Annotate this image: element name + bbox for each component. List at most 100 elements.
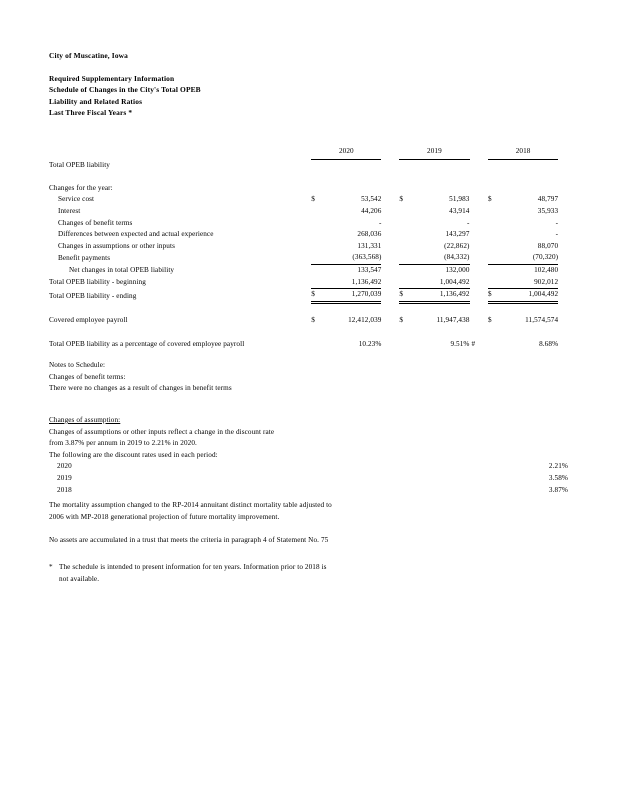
table-row: Changes in assumptions or other inputs 1…: [49, 241, 569, 253]
pad-1: [381, 264, 399, 276]
percentage-2018: 8.68%: [539, 339, 559, 348]
pad-1: [381, 252, 399, 264]
notes-heading: Notes to Schedule:: [49, 361, 106, 369]
value-2019: 132,000: [410, 263, 470, 277]
pad-2: [470, 315, 489, 327]
percentage-marker: #: [471, 339, 476, 348]
entity-name: City of Muscatine, Iowa: [49, 51, 128, 60]
value-2019: 1,136,492: [410, 288, 470, 304]
table-row-beginning: Total OPEB liability - beginning 1,136,4…: [49, 277, 569, 289]
pad-3: [558, 315, 569, 327]
section-heading-spacer: [311, 159, 569, 171]
value-2020: 53,542: [361, 195, 382, 204]
footnote-star: *: [49, 563, 53, 571]
value-2018: -: [555, 230, 559, 239]
value-2019: 43,914: [449, 206, 470, 215]
value-2020: 268,036: [357, 230, 382, 239]
currency-2019: [399, 277, 410, 289]
currency-2019: [399, 229, 410, 241]
pad-2: [470, 264, 489, 276]
discount-rate-year: 2019: [57, 473, 72, 482]
pad-3: [558, 229, 569, 241]
pad-2: [470, 218, 489, 230]
assumption-line-2: from 3.87% per annum in 2019 to 2.21% in…: [49, 439, 197, 448]
spacer-row-1: [49, 171, 569, 183]
pad-1: [381, 206, 399, 218]
percentage-currency-blank-2: [399, 339, 410, 351]
title-line-3: Liability and Related Ratios: [49, 96, 143, 106]
table-row: Benefit payments (363,568) (84,332) (70,…: [49, 252, 569, 264]
header-gap-2: [470, 146, 489, 159]
discount-rate-row: 2020 2.21%: [49, 461, 569, 473]
currency-2020: $: [311, 288, 323, 304]
value-2020: 44,206: [361, 206, 382, 215]
value-2018: 902,012: [534, 277, 559, 286]
assumption-line-3: The following are the discount rates use…: [49, 450, 218, 459]
benefit-terms-text: There were no changes as a result of cha…: [49, 384, 232, 393]
pad-1: [381, 194, 399, 206]
header-blank: [49, 146, 311, 159]
pad-3: [558, 289, 569, 303]
pad-1: [381, 277, 399, 289]
currency-2020: [311, 252, 322, 264]
currency-2019: [399, 241, 410, 253]
pad-2: [470, 277, 489, 289]
pad-3: [558, 277, 569, 289]
discount-rate-value: 3.58%: [548, 473, 568, 482]
row-label: Covered employee payroll: [49, 316, 128, 325]
value-2020: 1,270,039: [322, 288, 382, 304]
table-header-row: 2020 2019 2018: [49, 146, 569, 160]
changes-heading-spacer: [311, 183, 569, 195]
discount-rate-year: 2018: [57, 485, 72, 494]
header-gap: [49, 62, 201, 73]
percentage-currency-blank: [311, 339, 322, 351]
currency-2020: [311, 206, 322, 218]
currency-2018: $: [488, 316, 492, 325]
assets-text: No assets are accumulated in a trust tha…: [49, 536, 329, 544]
pad-3: [558, 206, 569, 218]
assumption-heading: Changes of assumption:: [49, 416, 121, 424]
benefit-terms-heading: Changes of benefit terms:: [49, 372, 126, 381]
pad-2: [470, 289, 489, 303]
value-2018: 11,574,574: [525, 316, 559, 325]
percentage-currency-blank-3: [488, 339, 499, 351]
discount-rate-row: 2018 3.87%: [49, 485, 569, 497]
value-2018: 1,004,492: [499, 288, 559, 304]
document-header: City of Muscatine, Iowa Required Supplem…: [49, 50, 201, 119]
pad-1: [381, 315, 399, 327]
row-label: Total OPEB liability as a percentage of …: [49, 339, 245, 348]
table-row: Interest 44,206 43,914 35,933: [49, 206, 569, 218]
section-heading-label: Total OPEB liability: [49, 160, 110, 169]
row-label: Interest: [58, 206, 81, 215]
header-gap-3: [558, 146, 569, 159]
pad-3: [558, 241, 569, 253]
table-row-net-changes: Net changes in total OPEB liability 133,…: [49, 263, 569, 277]
pad-1: [381, 241, 399, 253]
pad-2: [470, 194, 489, 206]
value-2019: 1,004,492: [439, 277, 470, 286]
column-header-2018: 2018: [488, 146, 559, 160]
currency-2018: [488, 277, 499, 289]
pad-1: [381, 289, 399, 303]
currency-2019: [399, 218, 410, 230]
column-header-2020: 2020: [311, 146, 382, 160]
value-2019: 11,947,438: [436, 316, 470, 325]
pad-2: [470, 252, 489, 264]
currency-2018: [488, 252, 499, 264]
pad-2: [470, 229, 489, 241]
value-2020: (363,568): [352, 253, 382, 262]
table-row: Service cost $ 53,542 $ 51,983 $ 48,797: [49, 194, 569, 206]
assumption-line-1: Changes of assumptions or other inputs r…: [49, 427, 275, 436]
discount-rate-year: 2020: [57, 462, 72, 471]
spacer-row-3: [49, 327, 569, 339]
header-gap-1: [381, 146, 399, 159]
currency-2018: $: [488, 195, 492, 204]
pad-2: [470, 206, 489, 218]
currency-2019: $: [399, 316, 404, 325]
currency-2020: [311, 263, 323, 277]
table-row-ending: Total OPEB liability - ending $ 1,270,03…: [49, 288, 569, 304]
currency-2019: [399, 252, 410, 264]
value-2020: 133,547: [322, 263, 382, 277]
value-2018: 102,480: [499, 263, 559, 277]
pad-1: [381, 229, 399, 241]
